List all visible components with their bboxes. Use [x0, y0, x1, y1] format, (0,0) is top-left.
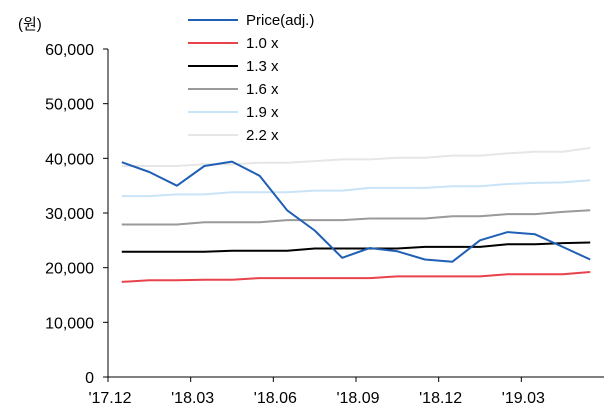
y-tick-label: 30,000 — [45, 206, 94, 223]
series-line-2-2-x — [121, 146, 591, 167]
y-tick-label: 60,000 — [45, 42, 94, 59]
legend-label: 2.2 x — [246, 127, 279, 144]
y-tick-label: 10,000 — [45, 315, 94, 332]
x-tick-label: '19.03 — [502, 390, 545, 407]
x-tick-label: '18.09 — [336, 390, 379, 407]
series-layer — [121, 146, 591, 283]
legend: Price(adj.) 1.0 x 1.3 x 1.6 x 1.9 x 2.2 x — [188, 12, 314, 144]
y-tick-label: 40,000 — [45, 151, 94, 168]
legend-label: 1.9 x — [246, 104, 279, 121]
legend-label: 1.0 x — [246, 35, 279, 52]
x-tick-label: '18.06 — [254, 390, 297, 407]
series-line-1-3-x — [121, 241, 591, 253]
series-line-1-9-x — [121, 179, 591, 198]
x-tick-label: '18.12 — [419, 390, 462, 407]
x-tick-label: '18.03 — [171, 390, 214, 407]
x-tick-label: '17.12 — [88, 390, 131, 407]
series-line-1-0-x — [121, 271, 591, 283]
legend-label: 1.3 x — [246, 58, 279, 75]
series-line-1-6-x — [121, 209, 591, 226]
legend-label: 1.6 x — [246, 81, 279, 98]
axes: 0 10,000 20,000 30,000 40,000 50,000 60,000 '17… — [45, 42, 604, 407]
y-tick-label: 20,000 — [45, 261, 94, 278]
y-tick-label: 0 — [85, 370, 94, 387]
series-line-price-adj — [121, 160, 591, 263]
legend-label: Price(adj.) — [246, 12, 314, 29]
y-unit-label: (원) — [18, 16, 42, 33]
y-tick-label: 50,000 — [45, 97, 94, 114]
